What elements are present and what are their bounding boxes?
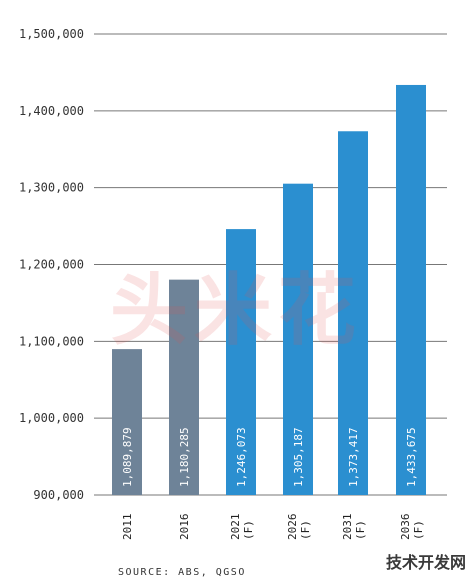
bar-data-label: 1,433,675	[405, 427, 418, 487]
x-category-label: 2016	[178, 514, 191, 541]
bar	[283, 183, 313, 495]
x-category-label: 2021(F)	[229, 514, 255, 541]
bar	[169, 279, 199, 495]
bar	[112, 349, 142, 495]
x-category-label: 2011	[121, 514, 134, 541]
bar	[226, 229, 256, 495]
y-tick-label: 1,000,000	[19, 411, 84, 425]
site-watermark: 技术开发网	[386, 553, 467, 572]
bar-data-label: 1,246,073	[235, 427, 248, 487]
x-category-label: 2031(F)	[341, 514, 367, 541]
bar-data-label: 1,305,187	[292, 427, 305, 487]
y-tick-label: 1,500,000	[19, 27, 84, 41]
bar	[396, 84, 426, 495]
y-tick-label: 1,100,000	[19, 334, 84, 348]
y-tick-label: 1,300,000	[19, 181, 84, 195]
bar-data-label: 1,180,285	[178, 427, 191, 487]
x-category-label: 2026(F)	[286, 514, 312, 541]
bar	[338, 131, 368, 495]
bar-data-label: 1,089,879	[121, 427, 134, 487]
bar-data-label: 1,373,417	[347, 427, 360, 487]
y-tick-label: 1,400,000	[19, 104, 84, 118]
source-note: SOURCE: ABS, QGSO	[118, 567, 246, 578]
y-tick-label: 900,000	[33, 488, 84, 502]
x-category-label: 2036(F)	[399, 514, 425, 541]
y-tick-label: 1,200,000	[19, 258, 84, 272]
